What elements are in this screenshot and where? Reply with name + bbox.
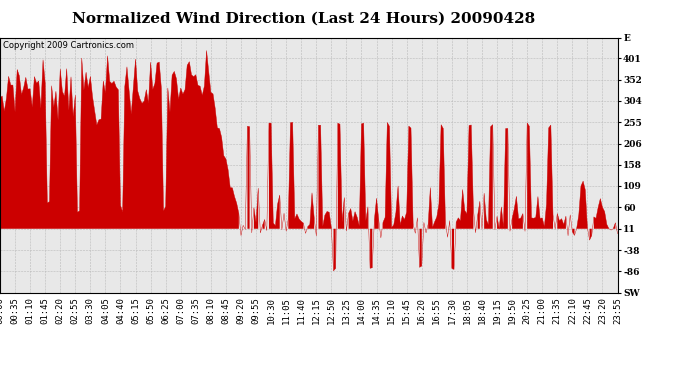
Text: Copyright 2009 Cartronics.com: Copyright 2009 Cartronics.com <box>3 41 134 50</box>
Text: Normalized Wind Direction (Last 24 Hours) 20090428: Normalized Wind Direction (Last 24 Hours… <box>72 11 535 25</box>
